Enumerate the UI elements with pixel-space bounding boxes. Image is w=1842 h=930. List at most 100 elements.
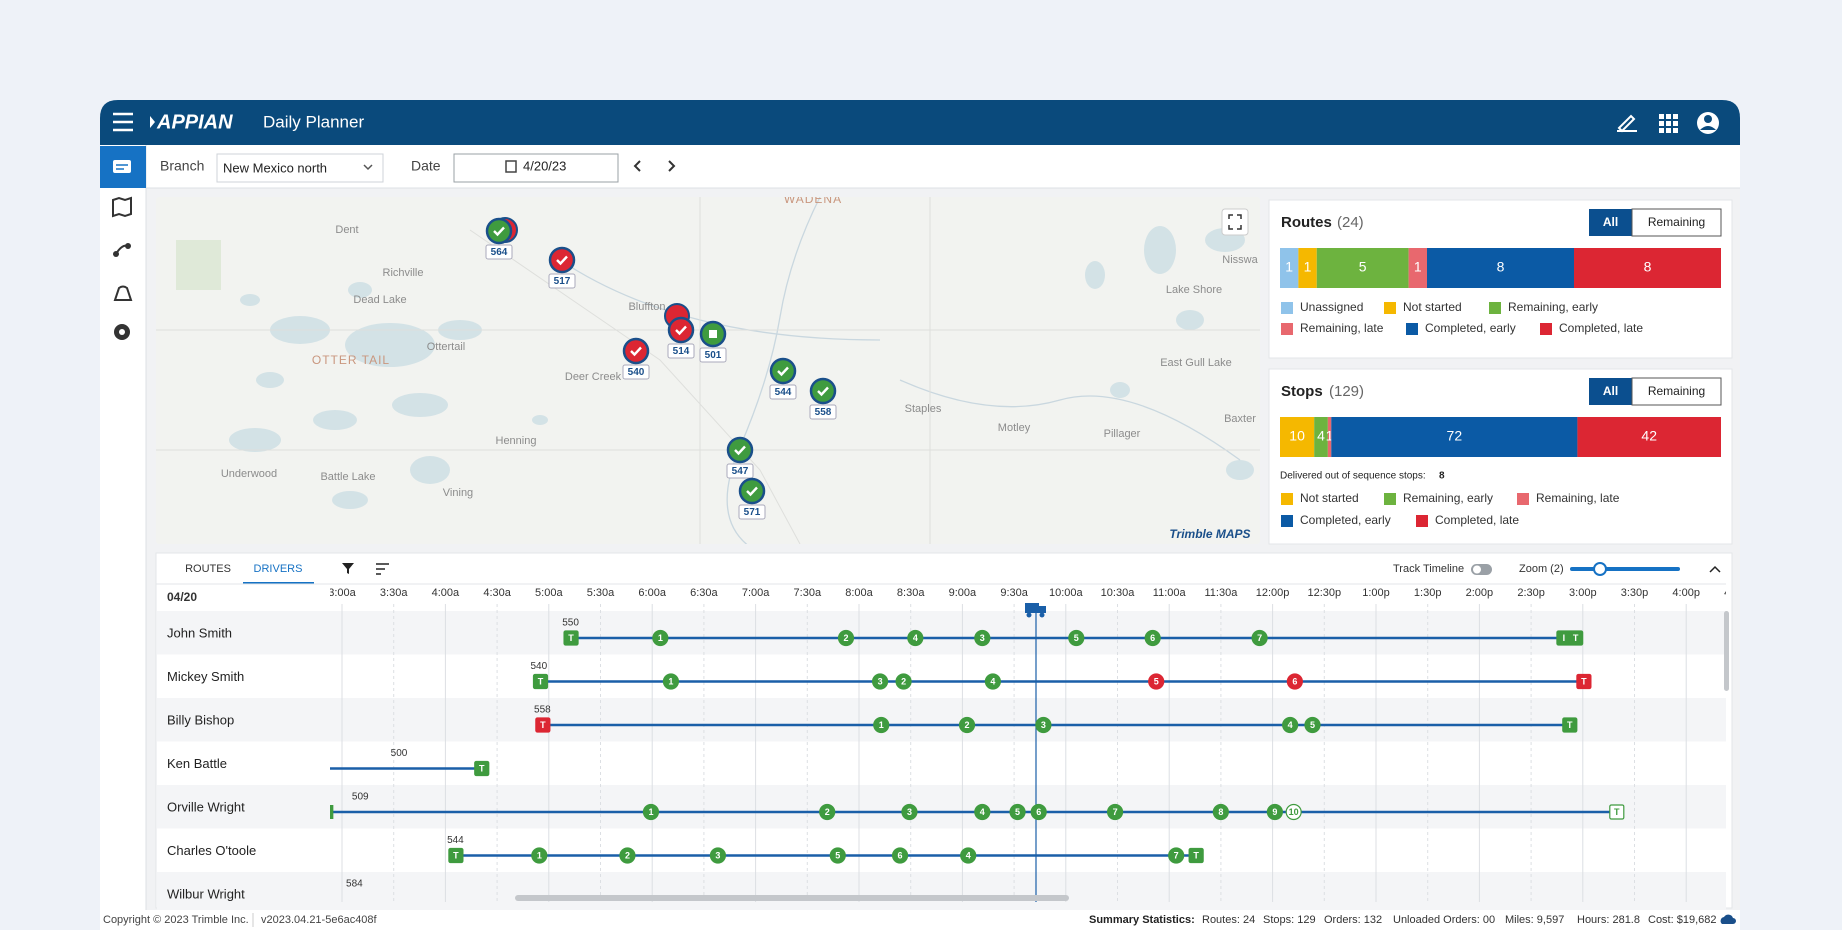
map-marker[interactable]: 517 xyxy=(549,248,575,288)
map-marker[interactable]: 547 xyxy=(727,438,753,478)
stop-marker[interactable]: 5 xyxy=(830,848,845,863)
apps-icon[interactable] xyxy=(1659,114,1678,133)
stop-label: 6 xyxy=(1150,633,1155,643)
stop-marker[interactable]: 7 xyxy=(1108,805,1123,820)
stop-marker[interactable]: T xyxy=(449,849,463,863)
time-label: 6:30a xyxy=(690,587,718,599)
tab[interactable]: ROUTES xyxy=(185,563,231,575)
time-label: 2:30p xyxy=(1517,587,1545,599)
stop-marker[interactable]: 3 xyxy=(902,805,917,820)
stop-marker[interactable]: T xyxy=(475,762,489,776)
stop-marker[interactable]: 6 xyxy=(893,848,908,863)
stop-marker[interactable]: 6 xyxy=(1145,631,1160,646)
marker-label: 514 xyxy=(673,346,690,357)
stop-label: 5 xyxy=(1154,676,1159,686)
map-marker[interactable]: 501 xyxy=(700,322,726,362)
stop-marker[interactable]: T xyxy=(534,675,548,689)
fullscreen-button[interactable] xyxy=(1222,209,1248,235)
marker-label: 558 xyxy=(815,407,832,418)
stop-label: 8 xyxy=(1218,807,1223,817)
stop-marker[interactable]: 7 xyxy=(1252,631,1267,646)
stop-marker[interactable]: 1 xyxy=(643,805,658,820)
stop-marker[interactable]: 3 xyxy=(873,674,888,689)
stop-marker[interactable]: 5 xyxy=(1149,674,1164,689)
stop-marker[interactable]: 2 xyxy=(820,805,835,820)
stop-marker[interactable]: 1 xyxy=(532,848,547,863)
stop-marker[interactable]: T xyxy=(1610,805,1624,819)
stop-label: 5 xyxy=(1310,720,1315,730)
stop-marker[interactable]: 9 xyxy=(1267,805,1282,820)
stop-marker[interactable]: 3 xyxy=(1036,718,1051,733)
filter-label: Remaining xyxy=(1648,384,1705,398)
stop-label: 4 xyxy=(913,633,918,643)
logo: APPIAN xyxy=(156,111,233,133)
stop-marker[interactable]: 4 xyxy=(985,674,1000,689)
stop-label: 3 xyxy=(878,676,883,686)
stop-label: T xyxy=(1581,676,1587,686)
stop-marker[interactable]: T xyxy=(564,631,578,645)
place-label: OTTER TAIL xyxy=(312,353,390,367)
segment-label: 1 xyxy=(1414,259,1422,275)
stop-marker[interactable]: 2 xyxy=(960,718,975,733)
stop-marker[interactable]: T xyxy=(1189,849,1203,863)
row-band xyxy=(157,611,1726,655)
stop-marker[interactable]: 4 xyxy=(908,631,923,646)
v-scrollbar[interactable] xyxy=(1724,611,1729,691)
legend-label: Remaining, late xyxy=(1300,321,1384,335)
driver-name: Billy Bishop xyxy=(167,712,234,727)
stop-marker[interactable]: 5 xyxy=(1010,805,1025,820)
map-marker[interactable]: 540 xyxy=(623,339,649,379)
stop-marker[interactable]: 7 xyxy=(1169,848,1184,863)
stop-marker[interactable]: 10 xyxy=(1286,805,1301,820)
stop-marker[interactable]: 2 xyxy=(896,674,911,689)
stop-marker[interactable]: 5 xyxy=(1305,718,1320,733)
legend-label: Remaining, early xyxy=(1403,491,1493,505)
legend-label: Completed, late xyxy=(1435,513,1519,527)
stop-label: 4 xyxy=(980,807,985,817)
stop-marker[interactable]: 4 xyxy=(975,805,990,820)
tab-active[interactable]: DRIVERS xyxy=(254,563,303,575)
stop-marker[interactable]: 2 xyxy=(839,631,854,646)
track-toggle[interactable] xyxy=(1471,564,1492,575)
stop-marker[interactable]: T xyxy=(1563,718,1577,732)
stop-marker[interactable]: 4 xyxy=(961,848,976,863)
map-marker[interactable]: 558 xyxy=(810,379,836,419)
map-marker[interactable]: 564 xyxy=(486,219,512,259)
stop-marker[interactable]: T xyxy=(1577,675,1591,689)
stop-marker[interactable]: 3 xyxy=(975,631,990,646)
settings-icon[interactable] xyxy=(114,324,130,340)
stop-label: T xyxy=(568,633,574,643)
stop-label: 3 xyxy=(715,850,720,860)
stop-marker[interactable]: 2 xyxy=(620,848,635,863)
map-marker[interactable]: 514 xyxy=(668,318,694,358)
stop-label: 7 xyxy=(1257,633,1262,643)
stop-marker[interactable]: 6 xyxy=(1287,674,1302,689)
stop-label: 9 xyxy=(1272,807,1277,817)
stop-marker[interactable]: 1 xyxy=(663,674,678,689)
stop-marker[interactable]: 1 xyxy=(653,631,668,646)
list-icon[interactable] xyxy=(113,160,131,173)
map-marker[interactable]: 571 xyxy=(739,479,765,519)
stop-marker[interactable]: 1 xyxy=(874,718,889,733)
stop-marker[interactable]: 3 xyxy=(710,848,725,863)
map-marker[interactable]: 544 xyxy=(770,359,796,399)
truck-wheel xyxy=(1040,613,1045,618)
segment-label: 72 xyxy=(1447,428,1463,444)
stop-marker[interactable]: 4 xyxy=(1283,718,1298,733)
stop-marker[interactable]: T xyxy=(536,718,550,732)
stop-marker[interactable]: 6 xyxy=(1031,805,1046,820)
filter-label: Remaining xyxy=(1648,215,1705,229)
stop-label: T xyxy=(540,720,546,730)
user-icon[interactable] xyxy=(1697,112,1719,134)
h-scrollbar[interactable] xyxy=(515,895,1069,901)
stop-marker[interactable]: T xyxy=(1569,631,1583,645)
driver-name: Orville Wright xyxy=(167,799,245,814)
date-label: Date xyxy=(411,158,441,174)
place-label: Richville xyxy=(383,267,424,279)
stop-marker[interactable]: 8 xyxy=(1213,805,1228,820)
stop-marker[interactable]: 5 xyxy=(1069,631,1084,646)
stop-label: T xyxy=(1567,720,1573,730)
driver-name: Mickey Smith xyxy=(167,669,244,684)
place-label: Dent xyxy=(335,224,358,236)
